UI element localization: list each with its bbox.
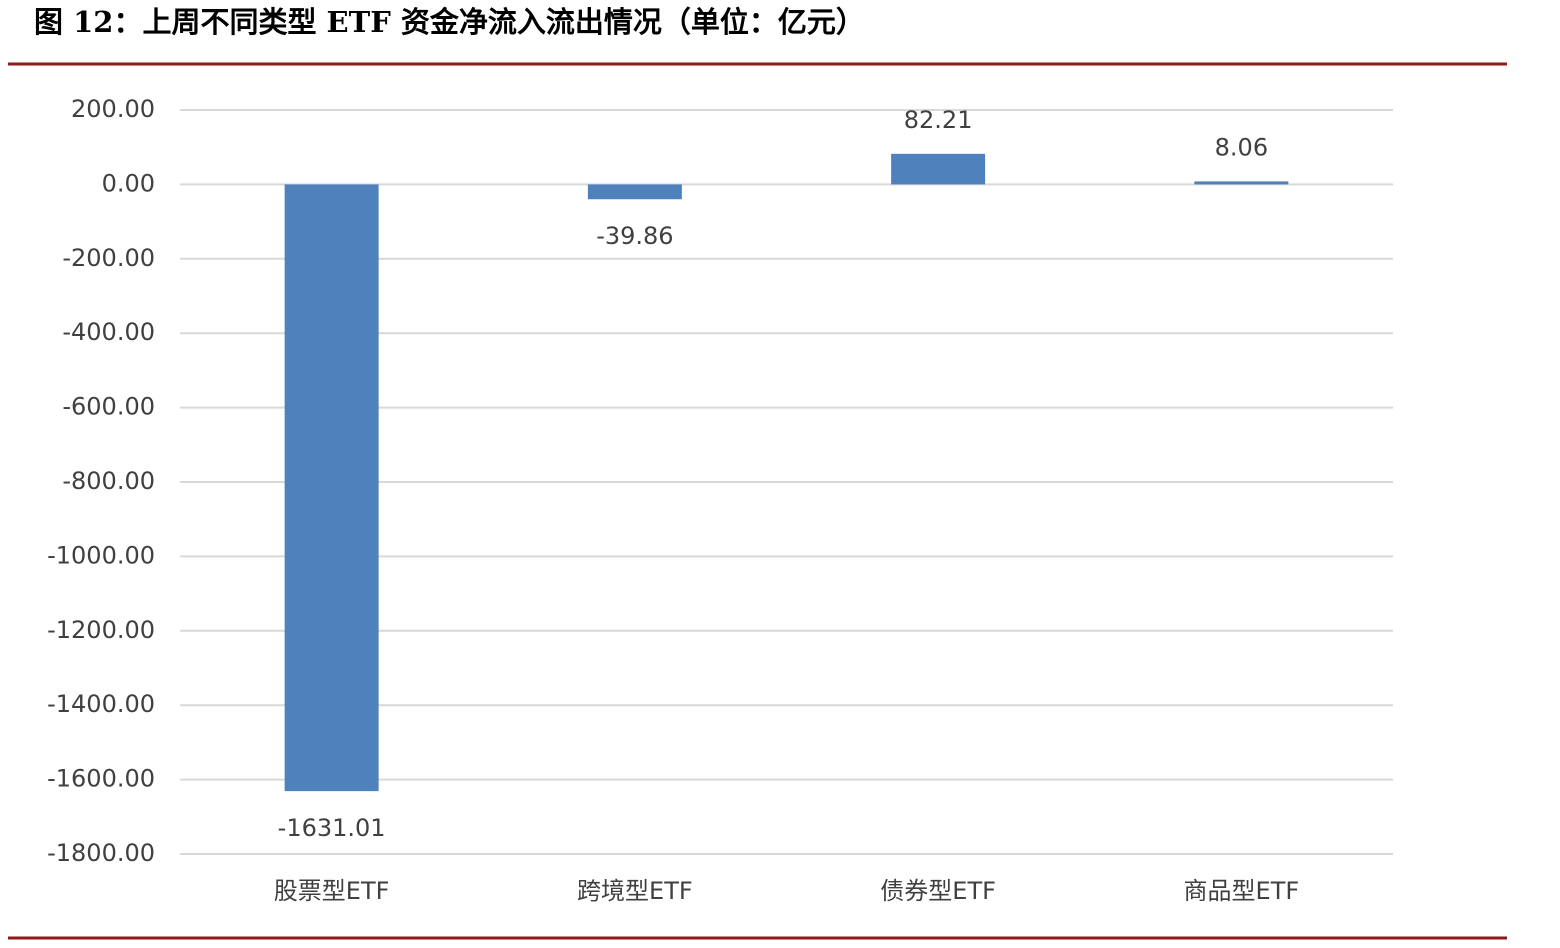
y-tick-label: 0.00 [102,169,155,197]
y-tick-label: -200.00 [62,244,155,272]
y-tick-label: 200.00 [71,95,155,123]
bar [891,153,986,185]
y-tick-label: -600.00 [62,393,155,421]
bar [284,184,379,792]
y-tick-label: -1800.00 [47,839,155,867]
chart-title: 图 12：上周不同类型 ETF 资金净流入流出情况（单位：亿元） [34,5,865,39]
x-tick-label: 商品型ETF [1184,877,1300,905]
data-label: 8.06 [1215,133,1268,161]
y-tick-label: -400.00 [62,318,155,346]
data-label: 82.21 [904,106,973,134]
x-tick-label: 债券型ETF [880,877,996,905]
y-tick-label: -1400.00 [47,690,155,718]
y-tick-label: -1200.00 [47,616,155,644]
x-tick-label: 跨境型ETF [577,877,693,905]
data-label: -1631.01 [278,814,386,842]
data-label: -39.86 [596,222,673,250]
x-tick-label: 股票型ETF [274,877,390,905]
y-tick-label: -1000.00 [47,541,155,569]
y-tick-label: -800.00 [62,467,155,495]
y-tick-label: -1600.00 [47,765,155,793]
bar [1194,181,1289,185]
bar [587,184,682,200]
